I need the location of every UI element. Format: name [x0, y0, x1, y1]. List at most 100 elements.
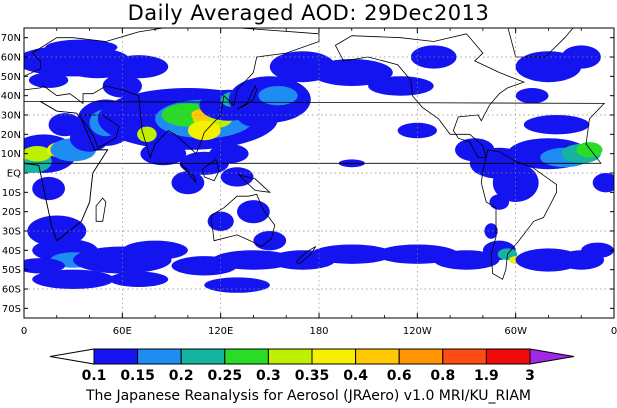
lat-label: 50N: [1, 72, 21, 83]
coast-australia: [210, 193, 276, 247]
aod-region: [523, 115, 590, 135]
coast-arabia: [77, 114, 120, 149]
colorbar-label: 1.9: [474, 368, 499, 384]
lon-label: 120E: [208, 326, 233, 337]
aod-region: [171, 171, 205, 195]
lon-label: 120W: [403, 326, 432, 337]
lat-label: 70N: [1, 33, 21, 44]
colorbar-swatch: [180, 348, 226, 365]
colorbar: 0.1 0.15 0.2 0.25 0.3 0.35 0.4 0.6 0.8 1.9 3: [49, 348, 575, 384]
aod-region: [32, 176, 65, 201]
lon-label: 60E: [113, 326, 132, 337]
aod-region: [24, 258, 65, 274]
coast-sumatra: [179, 162, 197, 183]
coast-north-america: [334, 33, 526, 158]
aod-field: [24, 39, 614, 293]
coast-new-guinea: [237, 174, 271, 193]
coast-new-zealand: [295, 246, 317, 265]
lat-label: 40N: [1, 91, 21, 102]
aod-region: [433, 250, 500, 270]
lat-label: 60S: [2, 285, 21, 296]
lat-label: 20N: [1, 130, 21, 141]
aod-region: [48, 113, 82, 137]
aod-region: [576, 142, 603, 158]
aod-region: [137, 126, 157, 142]
aod-region: [24, 146, 52, 162]
colorbar-swatch: [485, 348, 531, 365]
coast-africa: [24, 101, 109, 242]
colorbar-label: 0.6: [387, 368, 412, 384]
colorbar-label: 0.8: [430, 368, 455, 384]
aod-region: [253, 231, 287, 251]
aod-region: [209, 144, 249, 164]
map-title: Daily Averaged AOD: 29Dec2013: [127, 1, 490, 25]
aod-region: [484, 223, 498, 239]
colorbar-swatch: [398, 348, 444, 365]
lat-label: 40S: [2, 246, 21, 257]
colorbar-swatch: [355, 348, 400, 365]
lat-label: EQ: [7, 169, 21, 180]
aod-region: [561, 45, 601, 69]
colorbar-swatch: [224, 348, 269, 365]
aod-region: [310, 244, 393, 264]
map-ticks: 70N 60N 50N 40N 30N 20N 10N EQ 10S 20S 30S 40S 50S 60…: [1, 28, 617, 337]
lat-label: 50S: [2, 265, 21, 276]
aod-region: [122, 240, 188, 260]
lat-label: 10S: [2, 188, 21, 199]
lon-label: 60W: [504, 326, 527, 337]
colorbar-swatch: [137, 348, 182, 365]
aod-region: [492, 163, 539, 202]
colorbar-high-triangle: [529, 348, 575, 365]
colorbar-label: 0.1: [82, 368, 107, 384]
aod-region: [258, 86, 298, 106]
aod-region: [102, 74, 142, 98]
aod-region: [45, 39, 118, 55]
colorbar-label: 0.15: [120, 368, 155, 384]
aod-region: [581, 242, 614, 258]
colorbar-swatch: [311, 348, 357, 365]
gridlines: [24, 28, 614, 318]
lon-label: 180: [309, 326, 328, 337]
lat-label: 30N: [1, 111, 21, 122]
aod-region: [187, 120, 221, 141]
colorbar-swatch: [442, 348, 487, 365]
lat-label: 20S: [2, 207, 21, 218]
colorbar-label: 0.25: [208, 368, 243, 384]
lat-label: 30S: [2, 227, 21, 238]
aod-region: [204, 277, 270, 293]
lat-label: 70S: [2, 304, 21, 315]
colorbar-swatch: [267, 348, 313, 365]
lon-label: 0: [21, 326, 27, 337]
aod-region: [368, 76, 434, 96]
colorbar-label: 0.4: [343, 368, 368, 384]
aod-region: [28, 72, 69, 88]
lat-label: 10N: [1, 149, 21, 160]
aod-region: [237, 103, 270, 127]
coast-borneo: [202, 158, 220, 182]
coast-greenland: [507, 28, 574, 58]
coastlines: [24, 28, 606, 280]
lat-label: 60N: [1, 53, 21, 64]
aod-region: [109, 271, 169, 287]
coast-south-america: [480, 149, 557, 280]
aod-region: [397, 122, 437, 139]
aod-region: [32, 269, 115, 289]
aod-region: [140, 142, 187, 166]
lon-label: 0: [611, 326, 617, 337]
colorbar-label: 0.35: [295, 368, 330, 384]
coast-eurasia: [24, 28, 320, 159]
colorbar-label: 0.3: [256, 368, 281, 384]
colorbar-swatch: [93, 348, 139, 365]
aod-region: [207, 211, 234, 231]
aod-region: [515, 88, 549, 104]
aod-region: [592, 173, 614, 193]
colorbar-low-triangle: [49, 348, 95, 365]
coast-japan: [236, 85, 258, 110]
aod-region: [489, 194, 510, 210]
aod-region: [109, 55, 169, 79]
footer-credit: The Japanese Reanalysis for Aerosol (JRA…: [85, 388, 532, 404]
aod-region: [310, 59, 393, 86]
colorbar-label: 3: [525, 368, 535, 384]
aod-region: [212, 250, 295, 270]
